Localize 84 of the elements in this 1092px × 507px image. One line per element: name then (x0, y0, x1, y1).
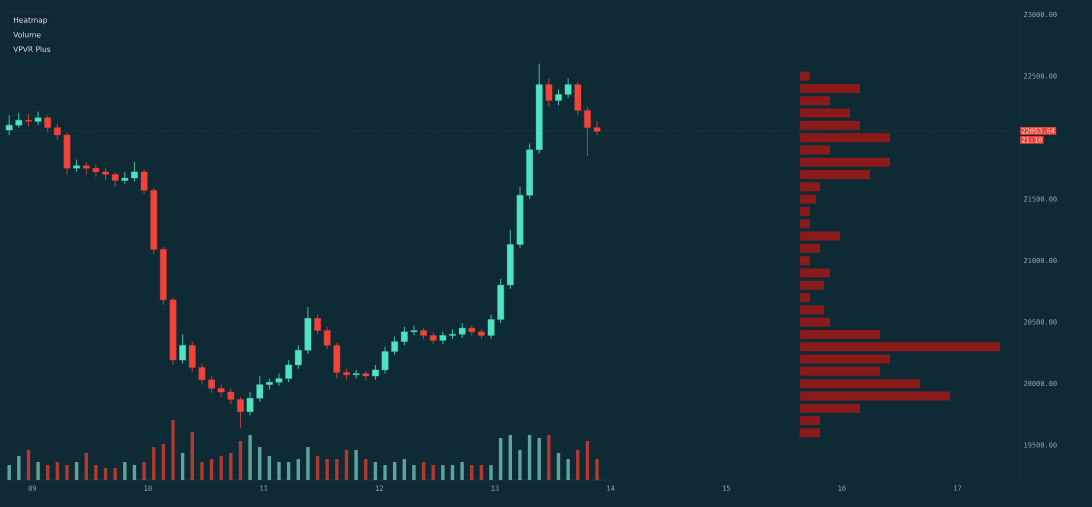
candlestick (323, 326, 331, 350)
bar (800, 256, 811, 266)
candlestick (545, 78, 553, 108)
candlestick (198, 363, 206, 386)
candlestick (179, 333, 186, 365)
bar (800, 329, 881, 339)
bar (113, 468, 117, 480)
candlestick (352, 369, 360, 379)
bar (800, 366, 881, 376)
bar (800, 83, 861, 93)
candlestick (391, 336, 398, 356)
bar (800, 354, 891, 364)
bar (547, 435, 551, 480)
bar (800, 293, 811, 303)
bar (460, 462, 464, 480)
bar (200, 462, 204, 480)
candlestick (227, 387, 235, 405)
candlestick (102, 167, 109, 181)
bar (800, 96, 831, 106)
candlestick (5, 114, 13, 136)
bar (800, 108, 851, 118)
candlestick (188, 341, 196, 373)
bar (306, 447, 310, 480)
bar (800, 133, 891, 143)
bar (800, 342, 1001, 352)
bar (248, 435, 252, 480)
bar (800, 182, 821, 192)
candlestick (131, 161, 138, 183)
bar (800, 403, 861, 413)
candlestick (410, 325, 418, 336)
candlestick (401, 326, 408, 346)
bar (800, 280, 825, 290)
bar (277, 462, 281, 480)
candlestick (256, 375, 264, 403)
bar (325, 459, 329, 480)
bar (518, 450, 522, 480)
bar (335, 459, 339, 480)
bar (171, 420, 175, 480)
bar (800, 268, 831, 278)
bar (229, 453, 233, 480)
bar (800, 219, 811, 229)
bar (412, 465, 416, 480)
candlestick (237, 396, 244, 429)
bar (441, 465, 445, 480)
bar (800, 145, 831, 155)
bar (7, 465, 11, 480)
bar (489, 465, 493, 480)
bar (800, 428, 821, 438)
bar (36, 462, 40, 480)
candlestick (275, 373, 283, 387)
candlestick (449, 328, 456, 340)
bar (17, 456, 21, 480)
bar (800, 391, 951, 401)
bar (65, 465, 69, 480)
candlestick (246, 391, 254, 416)
bar (800, 243, 821, 253)
bar (800, 416, 821, 426)
candlestick (381, 346, 389, 375)
bar (94, 465, 98, 480)
bar (800, 379, 921, 389)
bar (800, 206, 811, 216)
bar (800, 231, 841, 241)
bar (800, 157, 891, 167)
candlestick (487, 314, 495, 340)
candlestick (25, 113, 32, 127)
bar (800, 317, 831, 327)
candlestick (34, 111, 42, 126)
candlestick (314, 314, 321, 335)
bar (566, 459, 570, 480)
bar (354, 450, 358, 480)
bar (142, 462, 146, 480)
candlestick (92, 164, 100, 178)
bar (123, 462, 127, 480)
bar (595, 459, 599, 480)
candlestick (439, 331, 447, 345)
bar (800, 71, 811, 81)
candlestick (140, 169, 148, 195)
bar (800, 305, 825, 315)
bar (800, 170, 871, 180)
bar (800, 194, 817, 204)
bar (219, 456, 223, 480)
bar (383, 465, 387, 480)
bar (800, 120, 861, 130)
candlestick (564, 78, 572, 99)
